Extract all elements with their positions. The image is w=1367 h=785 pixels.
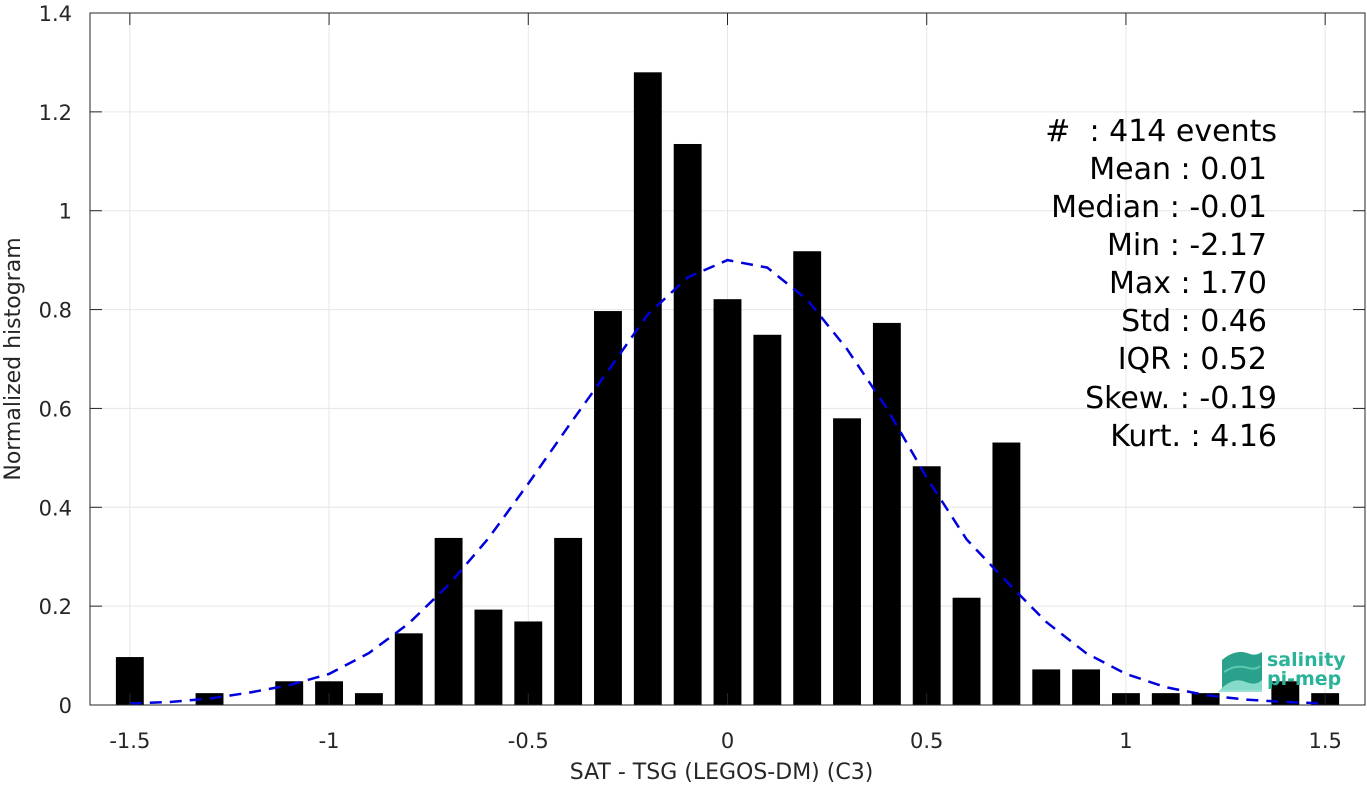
histogram-bar <box>195 693 224 705</box>
x-tick-label: 0 <box>721 729 734 753</box>
ticks-layer <box>90 12 1365 706</box>
y-tick-label: 0.6 <box>39 397 72 421</box>
x-tick-label: 1 <box>1119 729 1132 753</box>
histogram-bar <box>275 681 304 705</box>
y-tick-label: 0.4 <box>39 496 72 520</box>
x-tick-labels: -1.5 -1 -0.5 0 0.5 1 1.5 <box>109 729 1342 753</box>
stat-mean: Mean : 0.01 <box>1089 152 1267 187</box>
x-tick-label: -1.5 <box>109 729 150 753</box>
histogram-bar <box>833 418 861 705</box>
stat-min: Min : -2.17 <box>1107 228 1267 263</box>
histogram-bar <box>594 311 622 705</box>
histogram-bar <box>992 442 1021 705</box>
histogram-bar <box>872 322 901 705</box>
histogram-bar <box>1072 669 1101 705</box>
stat-kurt: Kurt. : 4.16 <box>1110 419 1277 454</box>
y-axis-title: Normalized histogram <box>1 237 26 480</box>
stat-iqr: IQR : 0.52 <box>1118 342 1267 377</box>
histogram-bar <box>952 597 981 705</box>
salinity-pimep-logo: salinity pi-mep <box>1218 649 1346 692</box>
x-tick-label: -1 <box>319 729 340 753</box>
histogram-bar <box>1151 693 1180 705</box>
wave-logo-icon <box>1218 652 1262 692</box>
histogram-bar <box>394 633 423 705</box>
grid-layer <box>90 12 1365 706</box>
x-axis-title: SAT - TSG (LEGOS-DM) (C3) <box>570 760 874 785</box>
histogram-bar <box>753 334 782 705</box>
y-tick-label: 0 <box>59 694 72 718</box>
bars-layer <box>115 72 1340 706</box>
histogram-bar <box>554 537 583 705</box>
y-tick-label: 1.2 <box>39 101 72 125</box>
stat-std: Std : 0.46 <box>1121 304 1267 339</box>
histogram-bar <box>474 609 503 705</box>
stat-events: # : 414 events <box>1045 114 1277 149</box>
stat-skew: Skew. : -0.19 <box>1085 381 1277 416</box>
y-tick-label: 0.8 <box>39 299 72 323</box>
statistics-annotation: # : 414 events Mean : 0.01 Median : -0.0… <box>1045 114 1277 454</box>
y-tick-labels: 0 0.2 0.4 0.6 0.8 1 1.2 1.4 <box>39 2 72 718</box>
logo-text-pimep: pi-mep <box>1267 668 1341 690</box>
y-tick-label: 1 <box>59 200 72 224</box>
histogram-bar <box>633 72 662 706</box>
x-tick-label: 0.5 <box>910 729 943 753</box>
histogram-bar <box>1191 693 1220 705</box>
histogram-bar <box>514 621 543 705</box>
y-tick-label: 1.4 <box>39 2 72 26</box>
x-tick-label: 1.5 <box>1308 729 1341 753</box>
y-tick-label: 0.2 <box>39 595 72 619</box>
histogram-bar <box>713 299 742 705</box>
logo-text-salinity: salinity <box>1267 649 1346 671</box>
histogram-bar <box>354 693 383 705</box>
histogram-bar <box>793 251 822 705</box>
histogram-bar <box>673 143 702 705</box>
histogram-bar <box>434 537 463 705</box>
stat-median: Median : -0.01 <box>1051 190 1267 225</box>
x-tick-label: -0.5 <box>508 729 549 753</box>
stat-max: Max : 1.70 <box>1109 266 1267 301</box>
histogram-bar <box>1271 681 1300 705</box>
histogram-bar <box>1032 669 1061 705</box>
gaussian-fit-curve <box>129 258 1326 705</box>
histogram-bar <box>912 466 941 705</box>
